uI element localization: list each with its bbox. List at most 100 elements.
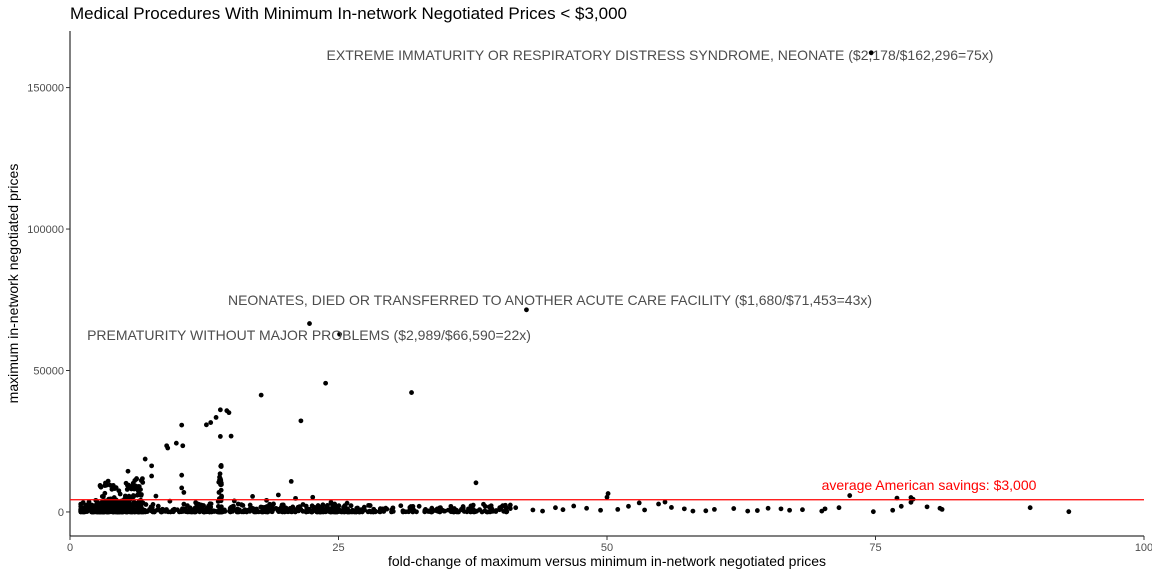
data-point [110, 483, 116, 488]
data-point [269, 504, 275, 509]
data-point [203, 422, 209, 428]
x-tick-label: 0 [67, 542, 73, 554]
data-point [435, 509, 441, 514]
data-point [136, 508, 142, 514]
data-point [114, 509, 120, 515]
chart-title: Medical Procedures With Minimum In-netwo… [70, 4, 627, 23]
data-point [133, 483, 138, 489]
data-point [133, 476, 139, 482]
data-point [179, 472, 185, 478]
y-tick-label: 150000 [27, 83, 64, 95]
data-point [348, 503, 354, 509]
data-point [197, 509, 203, 515]
data-point [179, 422, 185, 428]
data-point [250, 493, 255, 499]
data-point [218, 482, 224, 488]
y-axis-title: maximum in-network negotiated prices [5, 164, 21, 404]
data-point [149, 473, 155, 479]
data-point [187, 505, 193, 511]
data-point [456, 509, 461, 515]
data-point [868, 50, 874, 56]
data-point [358, 507, 364, 513]
data-point [745, 508, 751, 514]
data-point [493, 508, 499, 513]
data-point [847, 493, 853, 498]
data-point [218, 463, 224, 468]
data-point [488, 505, 494, 511]
data-point [205, 506, 211, 512]
data-point [482, 503, 488, 509]
data-point [125, 468, 131, 474]
data-point [503, 505, 509, 511]
data-point [445, 507, 451, 513]
data-point [217, 505, 223, 511]
data-point [605, 491, 611, 496]
data-point [400, 509, 406, 515]
data-point [656, 501, 661, 507]
data-point [615, 507, 621, 512]
reference-line-label: average American savings: $3,000 [822, 477, 1037, 493]
annotation-label: NEONATES, DIED OR TRANSFERRED TO ANOTHER… [228, 292, 872, 308]
data-point [114, 501, 120, 506]
data-point [479, 509, 485, 515]
data-point [217, 434, 223, 439]
data-point [336, 509, 342, 514]
data-point [213, 415, 219, 420]
data-point [181, 490, 187, 495]
data-point [341, 509, 347, 515]
data-point [209, 508, 215, 514]
data-point [265, 504, 271, 510]
data-point [908, 499, 914, 505]
data-point [507, 502, 513, 508]
annotation-label: PREMATURITY WITHOUT MAJOR PROBLEMS ($2,9… [87, 327, 531, 343]
x-tick-label: 75 [869, 542, 881, 554]
data-point [326, 507, 332, 512]
data-point [787, 507, 792, 513]
data-point [123, 480, 129, 486]
data-point [513, 505, 519, 511]
data-point [219, 495, 224, 500]
data-point [584, 505, 589, 511]
data-point [218, 487, 224, 493]
data-point [104, 508, 110, 514]
data-point [134, 492, 140, 498]
data-point [346, 508, 352, 514]
x-tick-label: 100 [1135, 542, 1152, 554]
data-point [309, 509, 315, 515]
data-point [226, 410, 232, 416]
data-point [164, 507, 169, 512]
data-point [120, 508, 125, 514]
data-point [298, 418, 304, 424]
data-point [241, 508, 247, 514]
data-point [731, 506, 737, 511]
data-point [235, 501, 241, 507]
data-point [371, 506, 377, 512]
data-point [94, 504, 99, 510]
data-point [138, 478, 144, 483]
data-point [310, 494, 316, 500]
data-point [260, 507, 265, 513]
data-point [890, 507, 896, 513]
data-point [553, 505, 558, 511]
data-point [939, 507, 945, 512]
data-point [898, 503, 904, 509]
data-point [313, 506, 319, 512]
data-point [258, 392, 264, 398]
data-point [269, 509, 275, 515]
data-point [155, 503, 161, 509]
data-point [924, 504, 930, 510]
data-point [504, 509, 510, 515]
data-point [381, 508, 387, 514]
data-point [227, 508, 232, 514]
data-point [473, 480, 479, 486]
data-point [662, 499, 668, 505]
y-tick-label: 0 [58, 507, 64, 519]
data-point [153, 493, 159, 499]
data-point [451, 506, 457, 511]
data-point [870, 509, 876, 515]
data-point [398, 503, 404, 509]
data-point [129, 506, 135, 511]
data-point [187, 509, 193, 515]
data-point [144, 509, 150, 514]
data-point [171, 508, 177, 514]
